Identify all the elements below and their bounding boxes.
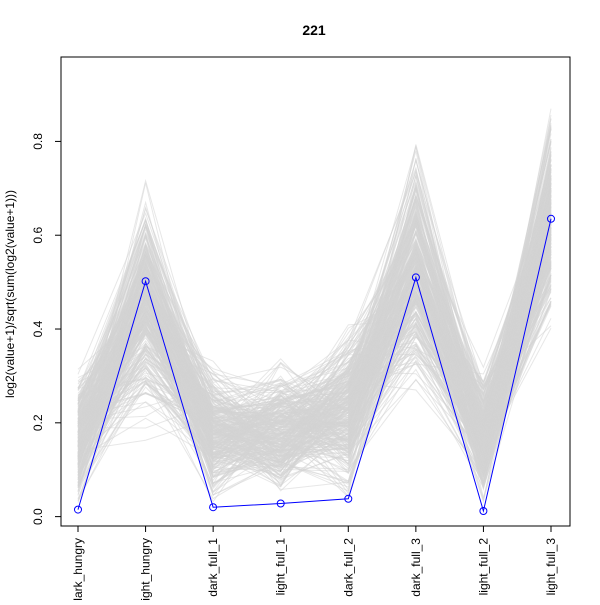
data-point — [411, 273, 420, 282]
x-tick-label: light_full_1 — [274, 538, 288, 596]
plot-border — [60, 56, 571, 527]
background-profile-line — [77, 222, 552, 469]
background-lines-group — [77, 108, 552, 504]
data-point — [209, 503, 218, 512]
background-profile-line — [77, 284, 552, 436]
data-point — [276, 499, 285, 508]
background-profile-line — [77, 216, 552, 478]
y-tick-label: 0.4 — [31, 320, 45, 337]
background-profile-line — [77, 187, 552, 500]
series-line — [77, 218, 552, 513]
x-tick-label: light_full_3 — [544, 538, 558, 596]
background-profile-line — [77, 215, 552, 493]
x-tick-label: light_full_2 — [476, 538, 490, 596]
background-profile-line — [77, 217, 552, 459]
chart-title: 221 — [302, 22, 326, 38]
data-point — [547, 214, 555, 223]
x-tick-label: dark_full_3 — [409, 538, 423, 597]
y-tick-label: 0.8 — [31, 133, 45, 150]
background-profile-line — [77, 187, 552, 469]
x-tick-label: dark_full_2 — [341, 538, 355, 597]
x-tick-label: light_hungry — [139, 538, 153, 600]
data-point — [74, 505, 82, 514]
background-profile-line — [77, 190, 552, 430]
background-profile-line — [77, 204, 552, 499]
y-axis-label: log2(value+1)/sqrt(sum(log2(value+1))) — [3, 190, 17, 398]
background-profile-line — [77, 199, 552, 460]
x-tick-label: dark_hungry — [71, 538, 85, 600]
axes-group: 0.0 0.2 0.4 0.6 0.8 dark_hungry light_hungry da… — [31, 56, 571, 605]
data-point — [479, 507, 488, 515]
x-tick-label: dark_full_1 — [206, 538, 220, 597]
background-profile-line — [77, 250, 552, 487]
y-tick-label: 0.6 — [31, 227, 45, 244]
data-point — [344, 494, 353, 503]
background-profile-line — [77, 227, 552, 447]
main-series-group — [74, 214, 555, 515]
background-profile-line — [77, 201, 552, 474]
y-tick-label: 0.0 — [31, 508, 45, 525]
background-profile-line — [77, 249, 552, 447]
y-tick-label: 0.2 — [31, 414, 45, 431]
background-profile-line — [77, 170, 552, 454]
background-profile-line — [77, 288, 552, 485]
background-profile-line — [77, 222, 552, 482]
data-point — [141, 277, 150, 286]
background-profile-line — [77, 218, 552, 475]
background-profile-line — [77, 118, 552, 470]
